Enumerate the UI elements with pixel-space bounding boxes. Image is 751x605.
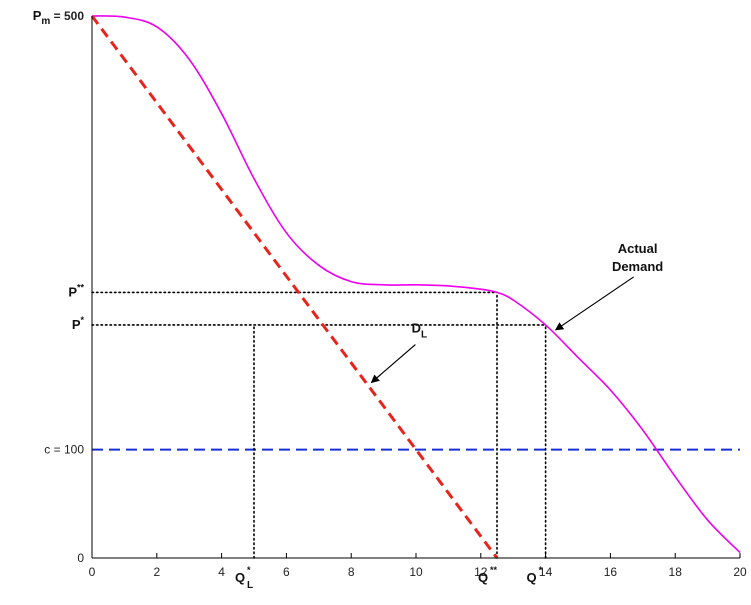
tick-labels-group: 0 2 4 6 8 10 12 14 16 18 20	[89, 553, 747, 579]
x-annotation-1: Q **	[478, 565, 498, 585]
y-annotation-3: c = 100	[44, 443, 84, 457]
y-annotation-main-2: P	[72, 317, 81, 332]
x-tick-label-20: 20	[733, 565, 747, 579]
y-annotation-main-4: 0	[77, 551, 84, 565]
callout-0: Actual Demand	[554, 241, 663, 331]
callout-line-0-1: Demand	[612, 259, 663, 274]
x-tick-label-0: 0	[89, 565, 96, 579]
series-line-actual-demand	[91, 15, 741, 554]
x-tick-label-2: 2	[153, 565, 160, 579]
y-annotation-1: P**	[68, 282, 84, 299]
x-tick-label-6: 6	[283, 565, 290, 579]
callout-1: DL	[370, 321, 428, 384]
y-annotation-sup-2: *	[80, 315, 84, 325]
x-annotation-main-1: Q	[478, 570, 488, 585]
callout-arrow-0	[554, 276, 634, 331]
callout-main-1: D	[412, 321, 421, 336]
x-annotation-sup-1: **	[490, 565, 498, 575]
callout-sub-1: L	[421, 330, 427, 341]
x-tick-label-8: 8	[348, 565, 355, 579]
y-annotation-main-3: c = 100	[44, 443, 84, 457]
reference-lines-group	[91, 291, 740, 559]
axes-group	[91, 16, 740, 559]
x-annotation-sub-0: L	[247, 580, 253, 591]
y-annotation-sup-1: **	[77, 282, 85, 292]
x-tick-label-16: 16	[604, 565, 618, 579]
x-tick-label-18: 18	[669, 565, 683, 579]
y-annotation-main-1: P	[68, 284, 77, 299]
x-annotation-main-2: Q	[527, 570, 537, 585]
x-tick-label-10: 10	[409, 565, 423, 579]
y-annotation-main-0: P	[33, 8, 42, 23]
series-line-d-l	[90, 15, 499, 559]
y-annotation-2: P*	[72, 315, 85, 332]
y-annotation-suffix-0: = 500	[50, 9, 84, 23]
x-annotation-main-0: Q	[235, 570, 245, 585]
x-annotation-sup-0: *	[247, 565, 251, 575]
callout-arrow-1	[370, 344, 416, 384]
x-annotation-sup-2: *	[539, 565, 543, 575]
series-group	[90, 15, 741, 559]
callout-line-0-0: Actual	[618, 241, 658, 256]
x-annotation-2: Q *	[527, 565, 543, 585]
x-annotation-0: Q * L	[235, 565, 253, 591]
x-tick-label-12: 12	[474, 565, 488, 579]
callout-label-1: DL	[412, 321, 428, 341]
y-annotation-sub-0: m	[41, 16, 50, 27]
y-annotation-4: 0	[77, 551, 84, 565]
x-tick-label-14: 14	[539, 565, 553, 579]
y-annotation-0: Pm = 500	[33, 8, 85, 27]
x-tick-label-4: 4	[218, 565, 225, 579]
